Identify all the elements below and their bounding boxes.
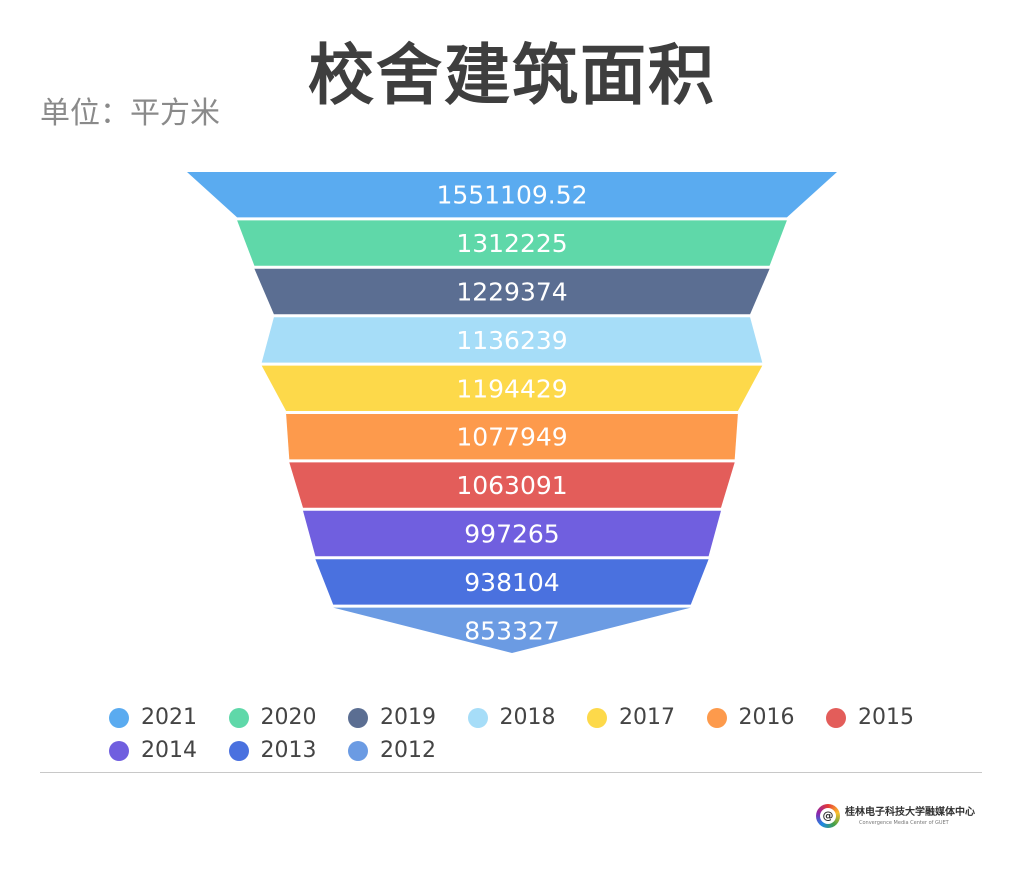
funnel-value-label-2014: 997265 xyxy=(464,520,559,549)
funnel-segment-2018 xyxy=(261,317,763,363)
chart-legend: 2021 2020 2019 2018 2017 2016 2015 2014 2013 2012 xyxy=(105,701,965,767)
legend-label-2019: 2019 xyxy=(380,705,436,730)
funnel-value-label-2017: 1194429 xyxy=(456,374,567,403)
legend-label-2020: 2020 xyxy=(260,705,317,730)
legend-item-2014[interactable]: 2014 xyxy=(105,734,225,767)
funnel-segment-2015 xyxy=(289,462,735,508)
legend-item-2018[interactable]: 2018 xyxy=(464,701,584,734)
legend-item-2019[interactable]: 2019 xyxy=(344,701,464,734)
footer-divider xyxy=(40,772,982,773)
legend-label-2017: 2017 xyxy=(619,705,675,730)
brand-subtitle: Convergence Media Center of GUET xyxy=(859,819,949,826)
legend-swatch-2014 xyxy=(109,740,129,761)
legend-swatch-2019 xyxy=(348,707,368,728)
brand-block: @ 桂林电子科技大学融媒体中心 Convergence Media Center… xyxy=(816,804,975,828)
funnel-segment-2014 xyxy=(303,510,721,557)
legend-swatch-2020 xyxy=(228,707,249,728)
legend-label-2014: 2014 xyxy=(141,738,197,763)
funnel-segment-2016 xyxy=(286,414,738,460)
legend-item-2020[interactable]: 2020 xyxy=(225,701,345,734)
brand-logo-icon: @ xyxy=(816,804,840,828)
legend-label-2018: 2018 xyxy=(499,705,556,730)
funnel-segment-2012 xyxy=(333,607,691,653)
legend-swatch-2012 xyxy=(348,740,368,761)
funnel-value-label-2015: 1063091 xyxy=(456,471,567,500)
legend-item-2021[interactable]: 2021 xyxy=(105,701,225,734)
funnel-segment-2017 xyxy=(261,365,763,411)
legend-swatch-2021 xyxy=(109,707,129,728)
legend-swatch-2015 xyxy=(826,707,846,728)
legend-label-2015: 2015 xyxy=(858,705,914,730)
funnel-segment-2013 xyxy=(315,559,709,605)
legend-swatch-2013 xyxy=(228,740,249,761)
legend-item-2012[interactable]: 2012 xyxy=(344,734,464,767)
legend-swatch-2016 xyxy=(706,707,727,728)
funnel-value-label-2012: 853327 xyxy=(464,616,559,645)
legend-item-2017[interactable]: 2017 xyxy=(583,701,703,734)
legend-label-2016: 2016 xyxy=(738,705,795,730)
chart-title: 校舍建筑面积 xyxy=(308,37,716,114)
legend-item-2013[interactable]: 2013 xyxy=(225,734,345,767)
funnel-value-label-2016: 1077949 xyxy=(456,423,567,452)
funnel-value-label-2019: 1229374 xyxy=(456,278,567,307)
funnel-segment-2019 xyxy=(254,268,770,315)
legend-swatch-2017 xyxy=(587,707,607,728)
legend-item-2015[interactable]: 2015 xyxy=(822,701,942,734)
funnel-value-label-2013: 938104 xyxy=(464,568,559,597)
funnel-value-label-2020: 1312225 xyxy=(456,229,567,258)
legend-label-2012: 2012 xyxy=(380,738,436,763)
funnel-value-label-2021: 1551109.52 xyxy=(436,181,587,210)
legend-label-2021: 2021 xyxy=(141,705,197,730)
brand-name: 桂林电子科技大学融媒体中心 xyxy=(845,806,975,818)
funnel-chart: 1551109.52 1312225 1229374 1136239 1194429 10… xyxy=(187,172,837,653)
funnel-segment-2021 xyxy=(187,172,837,218)
unit-label: 单位：平方米 xyxy=(40,96,220,131)
funnel-value-label-2018: 1136239 xyxy=(456,326,567,355)
funnel-segment-2020 xyxy=(237,220,787,266)
legend-item-2016[interactable]: 2016 xyxy=(703,701,823,734)
legend-swatch-2018 xyxy=(467,707,488,728)
legend-label-2013: 2013 xyxy=(260,738,317,763)
